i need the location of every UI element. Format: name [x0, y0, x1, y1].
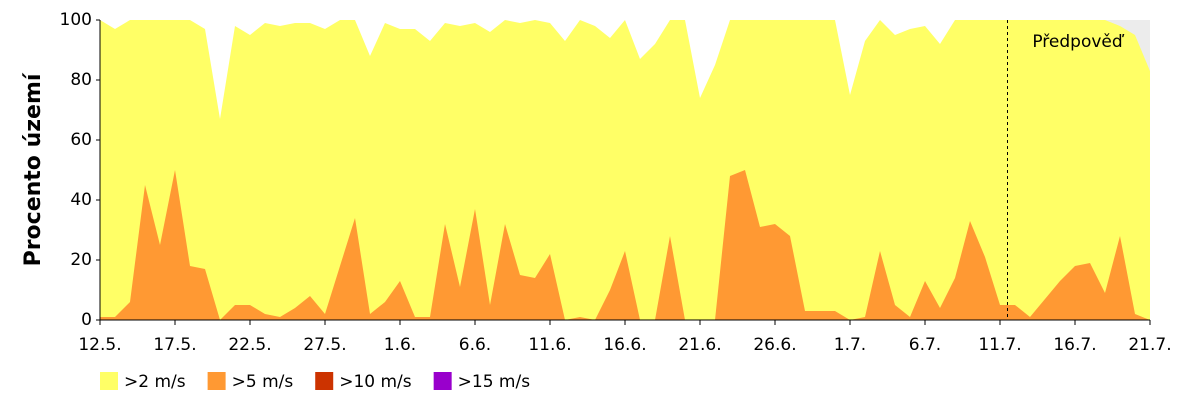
x-tick-label: 1.6.	[384, 335, 416, 355]
x-tick-label: 1.7.	[834, 335, 866, 355]
annotation: Předpověď	[1032, 32, 1125, 52]
x-tick-label: 17.5.	[153, 335, 196, 355]
x-tick-label: 16.6.	[603, 335, 646, 355]
x-tick-label: 21.7.	[1128, 335, 1171, 355]
y-tick-label: 0	[81, 310, 92, 330]
y-tick-label: 60	[70, 130, 92, 150]
x-tick-label: 11.6.	[528, 335, 571, 355]
legend-swatch	[315, 372, 334, 390]
x-tick-label: 11.7.	[978, 335, 1021, 355]
legend-label: >5 m/s	[232, 372, 294, 392]
y-tick-label: 80	[70, 70, 92, 90]
y-axis-label: Procento území	[21, 72, 46, 266]
legend-label: >2 m/s	[124, 372, 186, 392]
x-tick-label: 6.7.	[909, 335, 941, 355]
x-tick-label: 22.5.	[228, 335, 271, 355]
y-tick-label: 20	[70, 250, 92, 270]
x-tick-label: 16.7.	[1053, 335, 1096, 355]
x-tick-label: 26.6.	[753, 335, 796, 355]
legend-swatch	[207, 372, 226, 390]
x-tick-label: 21.6.	[678, 335, 721, 355]
legend-label: >10 m/s	[339, 372, 412, 392]
legend-swatch	[100, 372, 118, 390]
legend-label: >15 m/s	[458, 372, 531, 392]
area	[100, 20, 1150, 320]
y-tick-label: 100	[60, 10, 92, 30]
area	[100, 170, 1150, 320]
y-tick-label: 40	[70, 190, 92, 210]
legend-swatch	[433, 372, 452, 390]
x-tick-label: 27.5.	[303, 335, 346, 355]
x-tick-label: 6.6.	[459, 335, 491, 355]
x-tick-label: 12.5.	[78, 335, 121, 355]
